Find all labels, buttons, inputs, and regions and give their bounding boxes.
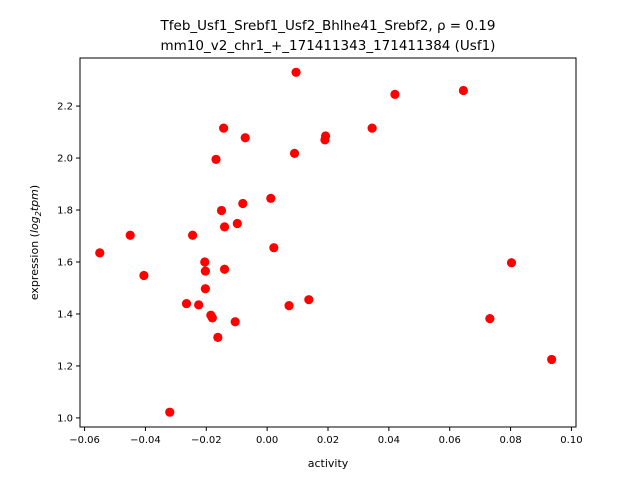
- y-tick-label: 1.6: [57, 257, 73, 268]
- scatter-point: [230, 317, 240, 327]
- y-axis-label-close: ): [28, 185, 41, 189]
- scatter-point: [213, 332, 223, 342]
- scatter-point: [181, 298, 192, 309]
- y-axis-label-sub: 2: [34, 211, 43, 216]
- axis-ticks: −0.06 −0.04 −0.02 0.00 0.02 0.04 0.06 0.08 0.10 1…: [57, 102, 582, 446]
- chart-title-line2: mm10_v2_chr1_+_171411343_171411384 (Usf1…: [161, 38, 496, 54]
- scatter-point: [211, 154, 221, 164]
- scatter-point: [95, 248, 105, 258]
- scatter-point: [219, 222, 230, 232]
- scatter-point: [266, 193, 276, 203]
- x-tick-label: −0.04: [130, 435, 161, 446]
- scatter-point: [216, 205, 227, 216]
- scatter-point: [200, 266, 210, 276]
- scatter-point: [125, 230, 135, 240]
- scatter-point: [506, 258, 517, 268]
- scatter-point: [367, 123, 377, 133]
- data-points: [95, 67, 557, 417]
- x-tick-label: −0.06: [69, 435, 100, 446]
- scatter-point: [304, 295, 314, 305]
- y-tick-label: 1.8: [57, 206, 73, 217]
- scatter-point: [165, 407, 175, 417]
- x-tick-label: −0.02: [191, 435, 222, 446]
- scatter-point: [284, 301, 294, 311]
- scatter-point: [219, 123, 229, 133]
- x-tick-label: 0.02: [317, 435, 339, 446]
- y-tick-label: 1.0: [57, 413, 73, 424]
- scatter-point: [232, 218, 242, 229]
- y-axis-label: expression (log2tpm): [28, 185, 43, 300]
- y-tick-label: 2.0: [57, 154, 73, 165]
- scatter-point: [547, 354, 557, 365]
- scatter-point: [219, 264, 230, 274]
- x-tick-label: 0.08: [499, 435, 521, 446]
- scatter-point: [458, 85, 469, 96]
- scatter-point: [139, 270, 149, 281]
- scatter-point: [200, 257, 210, 267]
- scatter-point: [240, 133, 250, 143]
- chart-title-line1: Tfeb_Usf1_Srebf1_Usf2_Bhlhe41_Srebf2, ρ …: [160, 18, 496, 34]
- y-axis-label-log: log: [28, 216, 41, 233]
- y-tick-label: 1.2: [57, 361, 73, 372]
- scatter-point: [289, 148, 300, 158]
- scatter-point: [485, 314, 495, 324]
- y-tick-label: 1.4: [57, 309, 73, 320]
- scatter-point: [320, 135, 330, 145]
- scatter-point: [269, 243, 279, 253]
- scatter-point: [187, 230, 198, 240]
- x-axis-label: activity: [308, 457, 349, 470]
- y-axis-label-main: expression (: [28, 233, 41, 300]
- scatter-point: [194, 300, 204, 310]
- scatter-point: [390, 89, 400, 99]
- plot-frame: [79, 57, 577, 428]
- y-tick-label: 2.2: [57, 102, 73, 113]
- scatter-point: [200, 284, 210, 294]
- scatter-point: [291, 67, 301, 77]
- scatter-point: [238, 198, 248, 209]
- x-tick-label: 0.10: [560, 435, 582, 446]
- x-tick-label: 0.04: [378, 435, 400, 446]
- scatter-point: [207, 313, 217, 323]
- x-tick-label: 0.00: [256, 435, 278, 446]
- y-axis-label-tpm: tpm: [28, 189, 41, 211]
- x-tick-label: 0.06: [439, 435, 461, 446]
